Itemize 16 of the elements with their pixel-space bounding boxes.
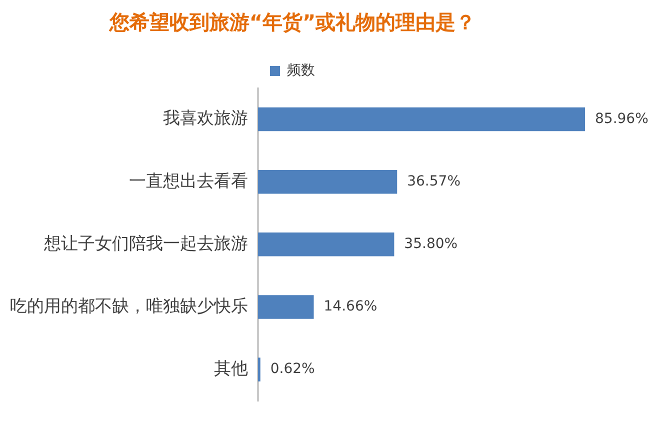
bar xyxy=(258,170,398,194)
data-label: 36.57% xyxy=(407,173,461,190)
bar xyxy=(258,107,585,132)
data-label: 14.66% xyxy=(324,298,378,315)
y-tick-label: 我喜欢旅游 xyxy=(163,108,248,129)
data-label: 85.96% xyxy=(595,110,648,127)
data-label: 35.80% xyxy=(404,236,458,252)
y-tick-label: 想让子女们陪我一起去旅游 xyxy=(43,234,248,254)
y-tick-label: 吃的用的都不缺，唯独缺少快乐 xyxy=(10,296,248,316)
data-label: 0.62% xyxy=(270,361,315,378)
y-tick-label: 一直想出去看看 xyxy=(129,171,248,192)
chart-title: 您希望收到旅游“年货”或礼物的理由是？ xyxy=(108,10,476,34)
y-tick-label: 其他 xyxy=(214,358,248,379)
bar xyxy=(258,232,394,256)
bar xyxy=(258,295,314,319)
legend-label: 频数 xyxy=(287,62,315,79)
